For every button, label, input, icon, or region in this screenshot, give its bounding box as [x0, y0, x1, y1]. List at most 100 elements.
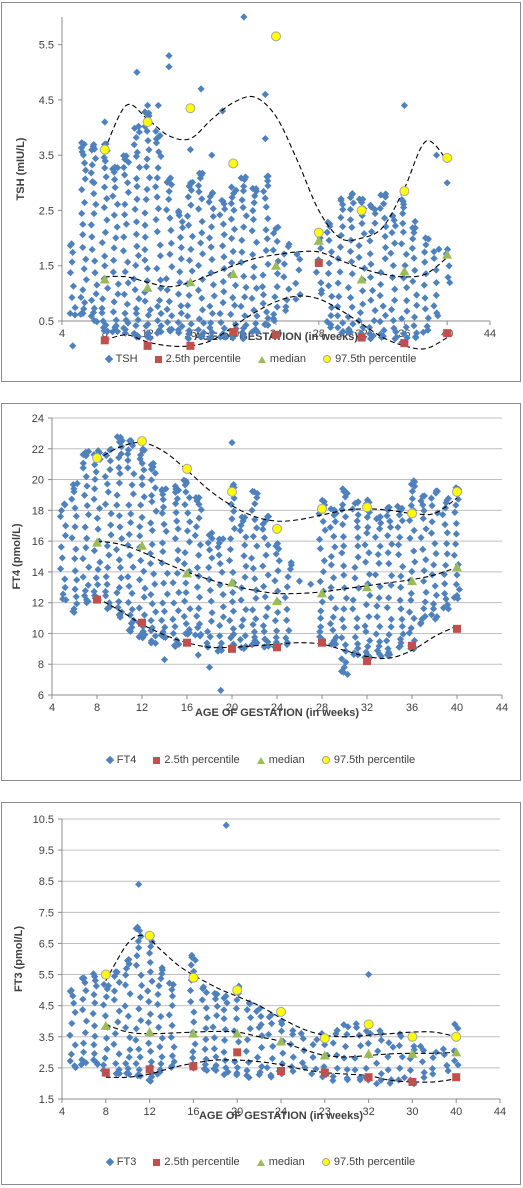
data-point [208, 255, 216, 264]
data-point [348, 190, 356, 198]
data-point [395, 511, 403, 519]
percentile-2-5-point [408, 641, 416, 650]
data-point [209, 281, 218, 289]
data-point [103, 580, 111, 588]
data-point [323, 228, 331, 236]
data-point [259, 187, 268, 196]
data-point [242, 1047, 250, 1055]
data-point [232, 186, 240, 194]
data-point [185, 538, 194, 546]
data-point [68, 293, 76, 302]
data-point [371, 219, 379, 227]
data-point [182, 579, 190, 587]
data-point [375, 559, 383, 567]
data-point [387, 615, 395, 623]
data-point [372, 630, 380, 638]
data-point [242, 606, 250, 614]
data-point [245, 999, 254, 1007]
data-point [70, 999, 78, 1007]
data-point [428, 518, 436, 526]
data-point [407, 624, 415, 632]
data-point [113, 589, 121, 597]
data-point [157, 1012, 165, 1021]
data-point [88, 161, 96, 169]
data-point [376, 291, 384, 300]
data-point [79, 995, 87, 1003]
triangle-marker-icon [257, 355, 266, 363]
data-point [124, 456, 132, 464]
data-point [92, 290, 100, 298]
data-point [107, 521, 115, 529]
legend-label: FT4 [116, 754, 137, 766]
data-point [439, 1045, 447, 1053]
data-point [169, 615, 177, 623]
x-tick-label: 44 [494, 1106, 506, 1118]
data-point [163, 569, 172, 577]
data-point [111, 183, 119, 192]
legend-item: median [256, 1156, 305, 1168]
legend-label: 2.5th percentile [164, 754, 240, 766]
data-point [142, 163, 151, 171]
legend-label: median [269, 353, 306, 365]
data-point [355, 317, 363, 325]
data-point [421, 234, 430, 242]
median-point [271, 260, 281, 270]
data-point [452, 501, 460, 509]
data-point [249, 532, 257, 541]
data-point [104, 284, 112, 292]
data-point [327, 505, 335, 513]
data-point [145, 997, 153, 1006]
data-point [398, 195, 406, 204]
data-point [289, 1030, 297, 1039]
data-point [197, 85, 205, 93]
data-point [148, 498, 156, 506]
data-point [273, 283, 281, 291]
data-point [340, 584, 349, 592]
data-point [130, 141, 138, 149]
data-point [157, 309, 165, 318]
data-point [351, 563, 359, 572]
y-tick-label: 2.5 [39, 205, 54, 217]
data-point [136, 993, 144, 1001]
data-point [105, 599, 113, 607]
data-point [90, 209, 98, 218]
data-point [60, 500, 68, 508]
data-point [220, 253, 228, 261]
data-point [206, 633, 214, 641]
data-point [408, 567, 416, 576]
data-point [243, 1066, 251, 1075]
data-point [135, 163, 144, 171]
data-point [324, 269, 333, 278]
data-point [121, 309, 129, 317]
data-point [140, 611, 149, 619]
percentile-97-5-point [276, 1006, 286, 1017]
data-point [147, 627, 155, 635]
data-point [163, 318, 172, 326]
data-point [250, 273, 258, 281]
data-point [353, 523, 362, 531]
y-tick-label: 1.5 [39, 1094, 54, 1106]
data-point [103, 985, 111, 993]
data-point [135, 880, 143, 888]
data-point [124, 179, 132, 187]
median-point [319, 1050, 330, 1060]
data-point [141, 246, 149, 254]
data-point [101, 587, 110, 596]
legend-label: median [268, 1156, 305, 1168]
data-point [274, 567, 282, 575]
y-axis-title: FT4 (pmol/L) [11, 523, 23, 589]
median-point [313, 235, 324, 245]
data-point [227, 310, 235, 318]
data-point [102, 1034, 111, 1042]
percentile-2-5-point [229, 328, 238, 337]
data-point [210, 292, 218, 300]
data-point [98, 239, 106, 247]
data-point [427, 529, 436, 537]
data-point [430, 254, 438, 263]
diamond-marker-icon [105, 1157, 115, 1167]
y-axis-title: FT3 (pmol/L) [13, 926, 25, 992]
data-point [158, 1034, 166, 1042]
data-point [121, 200, 129, 208]
x-tick-label: 20 [226, 702, 238, 714]
data-point [355, 253, 363, 262]
